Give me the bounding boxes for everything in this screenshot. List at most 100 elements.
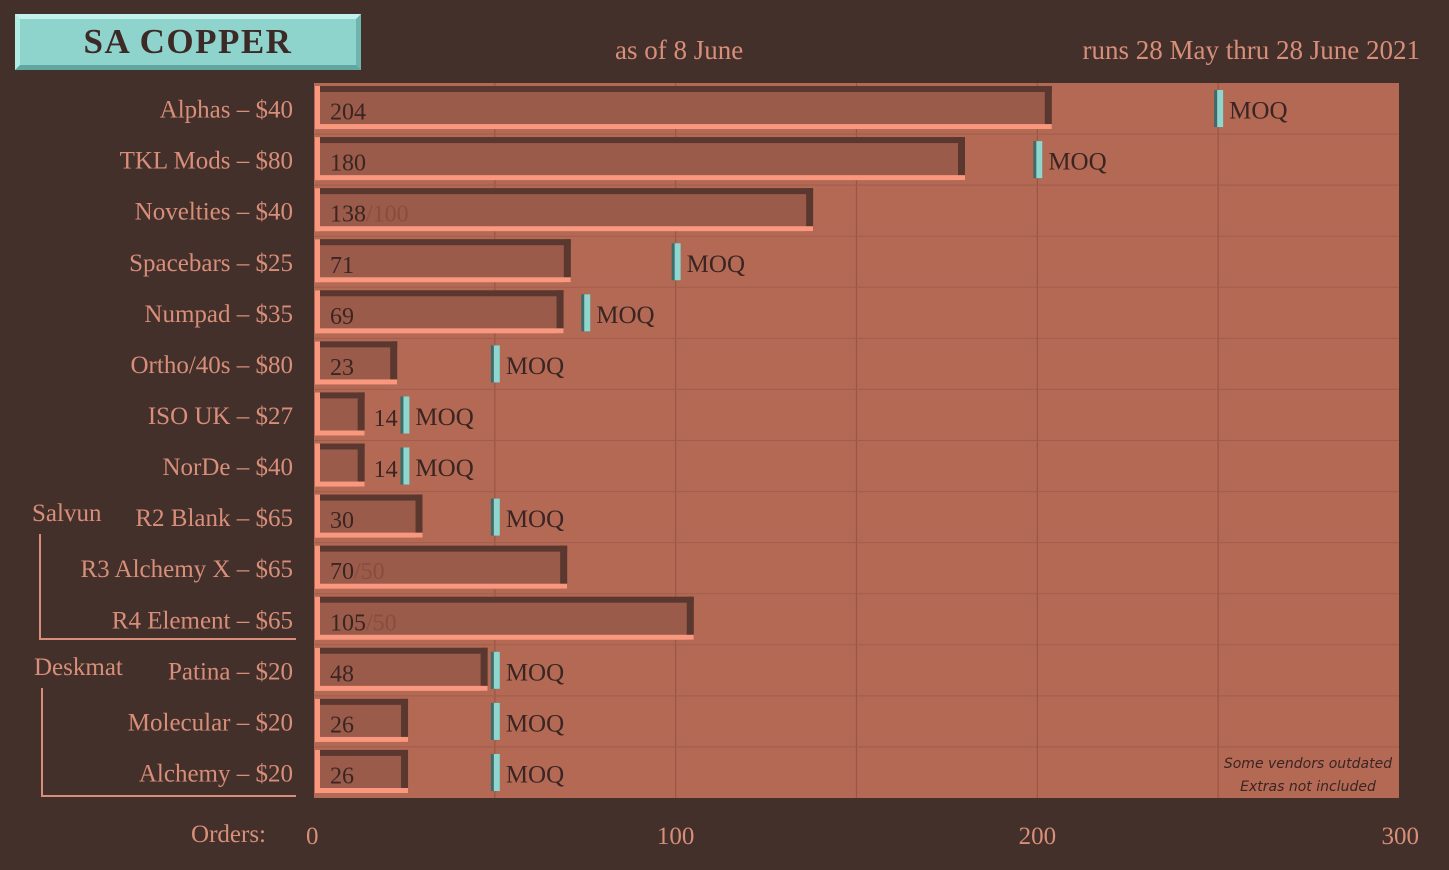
title-badge: SA COPPER xyxy=(15,14,361,70)
category-label: R4 Element – $65 xyxy=(112,607,293,634)
run-dates: runs 28 May thru 28 June 2021 xyxy=(1082,35,1420,65)
bar xyxy=(315,188,814,232)
bar xyxy=(315,341,398,385)
bar-right-shade xyxy=(686,596,694,640)
group-label-salvun: Salvun xyxy=(32,500,102,527)
bar-left-highlight xyxy=(315,137,320,181)
bar-bottom-highlight xyxy=(315,685,488,691)
bar-bottom-highlight xyxy=(315,277,571,283)
bar-left-highlight xyxy=(315,341,320,385)
bar-bottom-highlight xyxy=(315,634,694,640)
bar-left-highlight xyxy=(315,392,320,436)
value-label: 69 xyxy=(330,304,354,330)
category-label: Spacebars – $25 xyxy=(129,250,293,277)
footnote-extras: Extras not included xyxy=(1240,779,1376,795)
value-label: 23 xyxy=(330,355,354,381)
bar xyxy=(315,596,694,640)
bar-top-shade xyxy=(315,749,409,756)
bar-right-shade xyxy=(480,647,488,691)
value-label: 204 xyxy=(330,100,366,126)
category-label: R3 Alchemy X – $65 xyxy=(81,556,294,583)
bar-bottom-highlight xyxy=(315,175,965,181)
category-label: Alchemy – $20 xyxy=(139,760,293,787)
bar-bottom-highlight xyxy=(315,226,814,232)
value-label: 14 xyxy=(374,406,398,432)
bar xyxy=(315,494,423,538)
x-tick-label: 100 xyxy=(657,823,695,850)
moq-label: MOQ xyxy=(506,710,564,737)
category-label: ISO UK – $27 xyxy=(148,403,293,430)
bar-left-highlight xyxy=(315,494,320,538)
moq-label: MOQ xyxy=(1229,98,1287,125)
moq-marker xyxy=(493,498,500,536)
group-bracket-deskmat xyxy=(41,688,296,797)
value-label: 30 xyxy=(330,508,354,534)
category-label: NorDe – $40 xyxy=(162,454,293,481)
group-bracket-salvun xyxy=(39,534,296,640)
bar-left-highlight xyxy=(315,749,320,793)
chart-title: SA COPPER xyxy=(83,22,293,61)
moq-marker xyxy=(493,651,500,689)
moq-label: MOQ xyxy=(415,455,473,482)
bar-top-shade xyxy=(315,341,398,348)
bar-right-shade xyxy=(390,341,398,385)
bar-bottom-highlight xyxy=(315,532,423,538)
bar-top-shade xyxy=(315,494,423,501)
bar-right-shade xyxy=(563,239,571,283)
footnote-vendors: Some vendors outdated xyxy=(1224,756,1392,772)
bar xyxy=(315,749,409,793)
bar-right-shade xyxy=(806,188,814,232)
moq-marker xyxy=(1217,90,1224,128)
bar-top-shade xyxy=(315,443,365,450)
bar xyxy=(315,137,965,181)
bar-left-highlight xyxy=(315,545,320,589)
bar-top-shade xyxy=(315,290,564,297)
bar xyxy=(315,392,365,436)
bar-bottom-highlight xyxy=(315,430,365,436)
bar-top-shade xyxy=(315,545,568,552)
moq-marker xyxy=(1036,141,1043,179)
bar-right-shade xyxy=(357,443,365,487)
bar-bottom-highlight xyxy=(315,583,568,589)
bar xyxy=(315,545,568,589)
moq-target-label: /50 xyxy=(366,610,397,636)
bar xyxy=(315,239,571,283)
bar-left-highlight xyxy=(315,86,320,130)
x-tick-label: 300 xyxy=(1382,823,1420,850)
x-tick-label: 200 xyxy=(1019,823,1057,850)
value-label: 48 xyxy=(330,661,354,687)
moq-target-label: /50 xyxy=(354,559,385,585)
moq-label: MOQ xyxy=(506,353,564,380)
moq-marker xyxy=(493,345,500,383)
x-axis-label: Orders: xyxy=(191,821,266,848)
category-label: Novelties – $40 xyxy=(135,199,293,226)
bar-bottom-highlight xyxy=(315,736,409,742)
value-label: 70 xyxy=(330,559,354,585)
category-label: Molecular – $20 xyxy=(128,709,293,736)
bar-right-shade xyxy=(401,749,409,793)
bar-left-highlight xyxy=(315,596,320,640)
value-label: 180 xyxy=(330,151,366,177)
moq-label: MOQ xyxy=(506,506,564,533)
group-label-deskmat: Deskmat xyxy=(34,654,123,681)
bar-right-shade xyxy=(415,494,423,538)
bar-top-shade xyxy=(315,698,409,705)
bar-left-highlight xyxy=(315,188,320,232)
category-label: TKL Mods – $80 xyxy=(120,148,293,175)
moq-marker xyxy=(493,753,500,791)
bar-right-shade xyxy=(357,392,365,436)
bar-right-shade xyxy=(1044,86,1052,130)
category-label: Patina – $20 xyxy=(168,658,293,685)
bar-top-shade xyxy=(315,647,488,654)
moq-label: MOQ xyxy=(415,404,473,431)
bar-top-shade xyxy=(315,86,1052,92)
bar-bottom-highlight xyxy=(315,481,365,487)
moq-label: MOQ xyxy=(687,251,745,278)
moq-marker xyxy=(493,702,500,740)
moq-marker xyxy=(403,396,410,434)
moq-marker xyxy=(403,447,410,485)
bar xyxy=(315,86,1052,130)
category-label: Ortho/40s – $80 xyxy=(131,352,294,379)
bar-top-shade xyxy=(315,596,694,603)
